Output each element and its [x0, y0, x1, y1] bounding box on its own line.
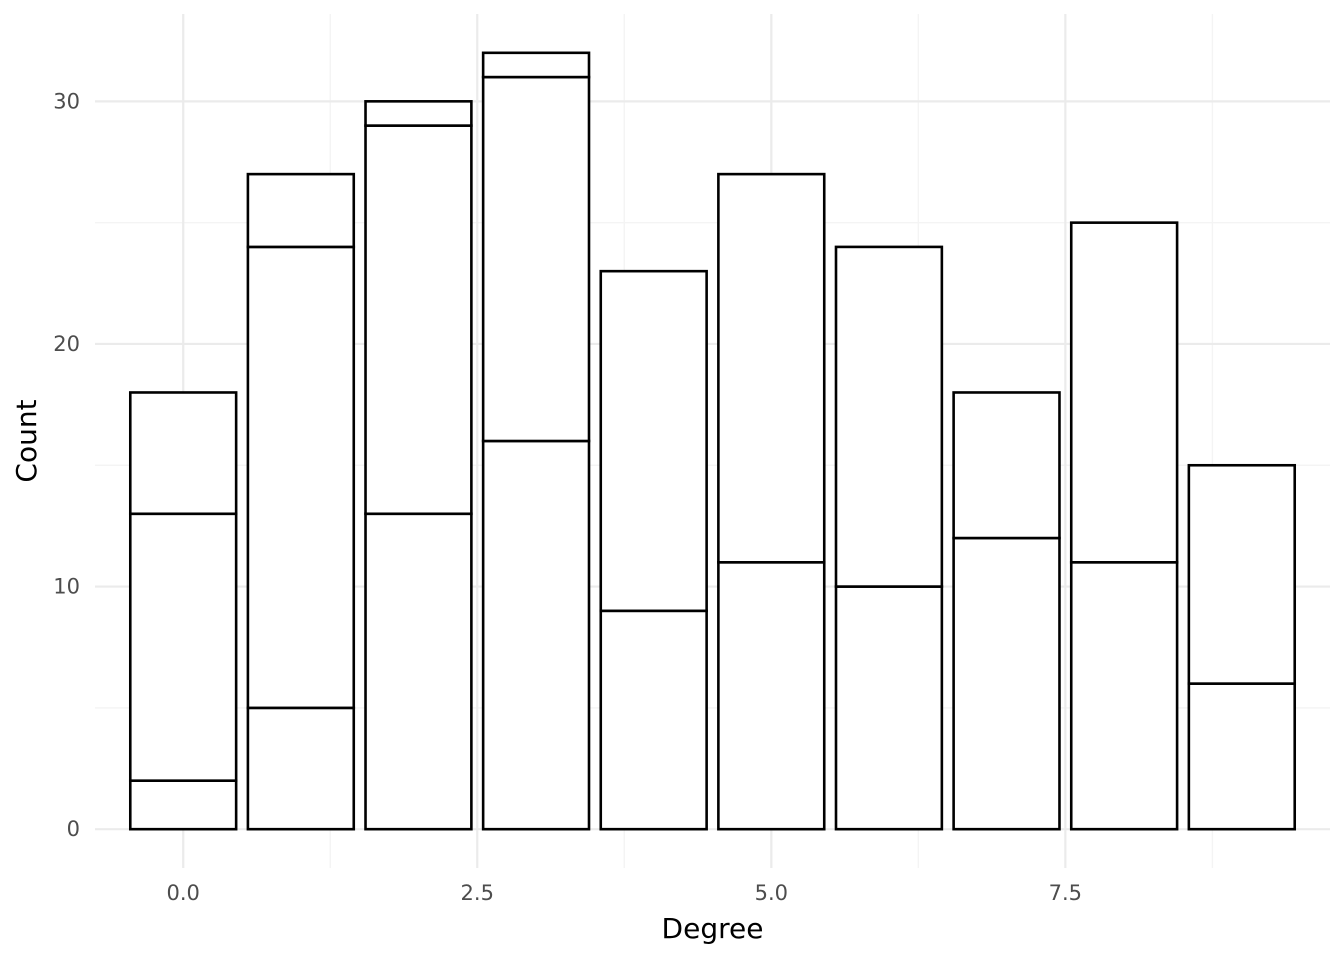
bar-segment — [717, 172, 826, 564]
bar-segment — [128, 512, 238, 782]
bar-segment — [481, 439, 591, 831]
bar-segment — [246, 706, 356, 831]
bar-segment — [128, 779, 238, 831]
bar-segment — [1069, 561, 1179, 831]
bar-stack — [834, 245, 944, 831]
y-tick-label: 20 — [53, 332, 80, 356]
bar-stack — [128, 391, 238, 831]
bar-segment — [834, 585, 944, 831]
bar-segment — [128, 391, 238, 516]
bar-segment — [364, 124, 473, 516]
bar-segment — [1069, 221, 1179, 564]
tick-labels: 0.0 2.5 5.0 7.5 0 10 20 30 — [53, 89, 1082, 905]
bar-segment — [1187, 682, 1297, 831]
bar-segment — [952, 391, 1061, 540]
bar-stack — [1069, 221, 1179, 831]
bar-segment — [952, 536, 1061, 831]
x-axis-title: Degree — [662, 912, 764, 945]
bar-stack — [364, 100, 473, 831]
bars — [128, 51, 1297, 831]
bar-stack — [481, 51, 591, 831]
bar-segment — [1187, 463, 1297, 685]
y-axis-title: Count — [10, 399, 43, 482]
x-tick-label: 2.5 — [461, 881, 494, 905]
bar-segment — [246, 172, 356, 249]
bar-stack — [599, 269, 708, 831]
bar-stack — [1187, 463, 1297, 831]
x-tick-label: 7.5 — [1049, 881, 1082, 905]
bar-segment — [364, 512, 473, 831]
bar-segment — [717, 561, 826, 831]
bar-segment — [599, 269, 708, 613]
bar-segment — [834, 245, 944, 588]
bar-segment — [246, 245, 356, 710]
bar-segment — [364, 100, 473, 127]
bar-segment — [481, 51, 591, 79]
bar-segment — [599, 609, 708, 831]
y-tick-label: 0 — [67, 817, 80, 841]
bar-stack — [246, 172, 356, 831]
x-tick-label: 5.0 — [755, 881, 788, 905]
bar-stack — [717, 172, 826, 831]
y-tick-label: 10 — [53, 575, 80, 599]
y-tick-label: 30 — [53, 89, 80, 113]
bar-stack — [952, 391, 1061, 831]
bar-segment — [481, 75, 591, 443]
x-tick-label: 0.0 — [167, 881, 200, 905]
